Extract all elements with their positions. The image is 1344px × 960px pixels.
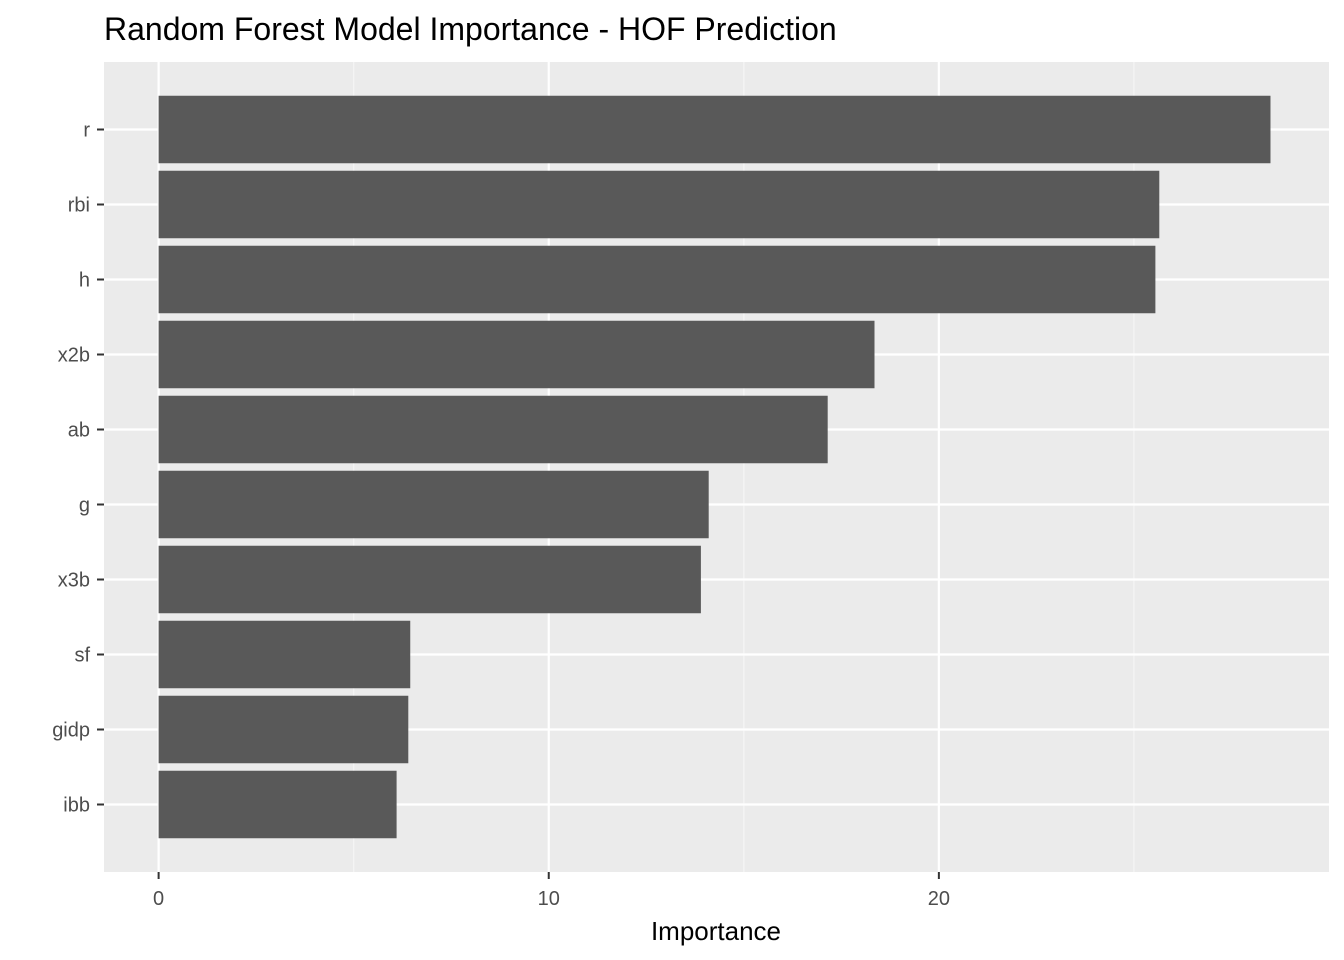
bar-h [158,245,1156,314]
x-axis-title: Importance [651,916,781,946]
chart-title: Random Forest Model Importance - HOF Pre… [104,11,837,47]
y-tick-label-g: g [79,495,90,517]
x-tick-label: 20 [928,888,950,910]
x-tick-label: 0 [153,888,164,910]
bars [158,95,1271,839]
y-tick-label-x3b: x3b [58,570,90,592]
bar-sf [158,620,411,689]
y-tick-label-ab: ab [68,420,90,442]
bar-x2b [158,320,875,389]
y-tick-label-r: r [83,120,90,142]
bar-rbi [158,170,1160,239]
y-tick-label-sf: sf [74,645,90,667]
bar-ab [158,395,828,464]
bar-g [158,470,709,539]
y-axis: r rbi h x2b ab g x3b sf gidp ibb [52,120,104,817]
y-tick-label-ibb: ibb [63,795,90,817]
bar-ibb [158,770,397,839]
bar-gidp [158,695,409,764]
x-tick-label: 10 [538,888,560,910]
bar-x3b [158,545,701,614]
y-tick-label-h: h [79,270,90,292]
y-tick-label-gidp: gidp [52,720,90,742]
bar-r [158,95,1271,164]
y-tick-label-rbi: rbi [68,195,90,217]
y-tick-label-x2b: x2b [58,345,90,367]
x-axis: 0 10 20 [153,872,950,910]
